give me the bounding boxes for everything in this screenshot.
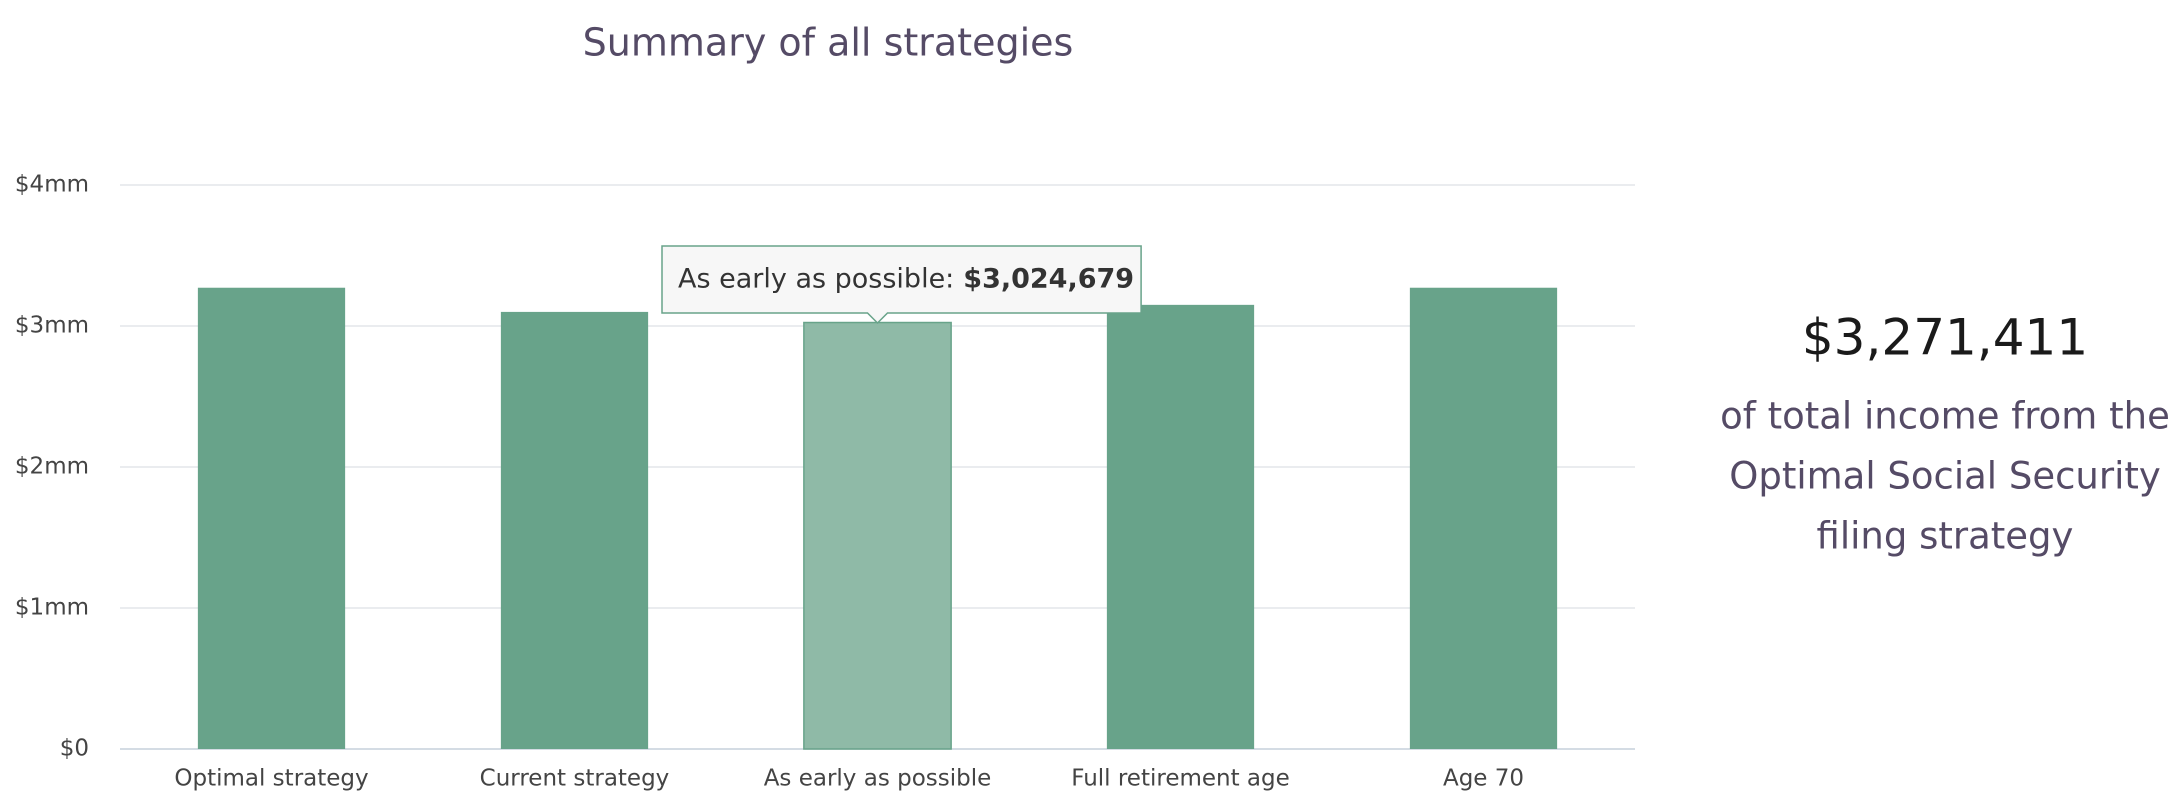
x-tick-label: As early as possible: [764, 766, 992, 792]
summary-text: of total income from the: [1720, 395, 2170, 438]
y-tick-label: $0: [60, 736, 89, 762]
bar: [197, 287, 346, 749]
tooltip-value: $3,024,679: [963, 263, 1134, 294]
y-tick-label: $4mm: [15, 172, 89, 198]
y-tick-label: $2mm: [15, 454, 89, 480]
bar: [1409, 287, 1558, 749]
chart-title: Summary of all strategies: [583, 21, 1074, 65]
bar: [803, 321, 952, 750]
x-tick-label: Current strategy: [480, 766, 670, 792]
x-tick-label: Age 70: [1443, 766, 1524, 792]
tooltip-text: As early as possible: $3,024,679: [678, 263, 1134, 294]
tooltip-box: [661, 245, 1142, 325]
x-tick-label: Full retirement age: [1071, 766, 1290, 792]
summary-text: Optimal Social Security: [1729, 455, 2161, 498]
summary-amount: $3,271,411: [1802, 309, 2088, 367]
bar: [500, 311, 649, 749]
summary-text: filing strategy: [1817, 515, 2074, 558]
bar: [1106, 304, 1255, 749]
tooltip: As early as possible: $3,024,679: [661, 245, 1142, 325]
x-tick-label: Optimal strategy: [174, 766, 368, 792]
y-tick-label: $3mm: [15, 313, 89, 339]
tooltip-label: As early as possible:: [678, 263, 954, 294]
y-tick-label: $1mm: [15, 595, 89, 621]
